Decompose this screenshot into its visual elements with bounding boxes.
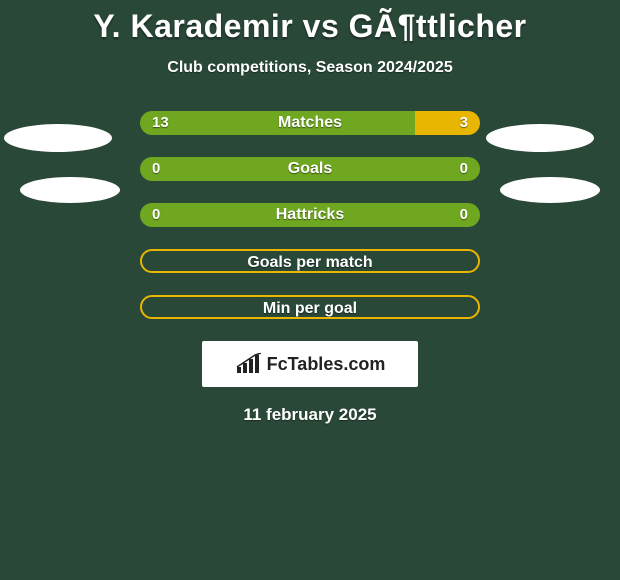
stat-label: Goals per match: [142, 251, 478, 273]
stat-value-right: 0: [460, 157, 468, 181]
player-photo-placeholder: [4, 124, 112, 152]
bar-chart-icon: [235, 353, 263, 375]
stat-label: Min per goal: [142, 297, 478, 319]
stat-bar: Matches133: [140, 111, 480, 135]
player-photo-placeholder: [20, 177, 120, 203]
stat-bar: Min per goal: [140, 295, 480, 319]
player-photo-placeholder: [500, 177, 600, 203]
page-subtitle: Club competitions, Season 2024/2025: [0, 59, 620, 77]
stat-value-right: 0: [460, 203, 468, 227]
stat-label: Goals: [140, 157, 480, 181]
stat-row: Min per goal: [0, 295, 620, 319]
stat-bar: Goals0 0: [140, 157, 480, 181]
stat-row: Hattricks0 0: [0, 203, 620, 227]
page-title: Y. Karademir vs GÃ¶ttlicher: [0, 0, 620, 45]
stat-value-left: 0: [152, 203, 160, 227]
player-photo-placeholder: [486, 124, 594, 152]
stat-row: Goals per match: [0, 249, 620, 273]
stat-value-left: 0: [152, 157, 160, 181]
stat-bar: Hattricks0 0: [140, 203, 480, 227]
stat-label: Hattricks: [140, 203, 480, 227]
date-label: 11 february 2025: [0, 405, 620, 425]
stat-bar-right: [415, 111, 480, 135]
logo-box: FcTables.com: [202, 341, 418, 387]
stat-bar: Goals per match: [140, 249, 480, 273]
stat-bar-left: [140, 111, 415, 135]
logo-text: FcTables.com: [267, 354, 386, 375]
